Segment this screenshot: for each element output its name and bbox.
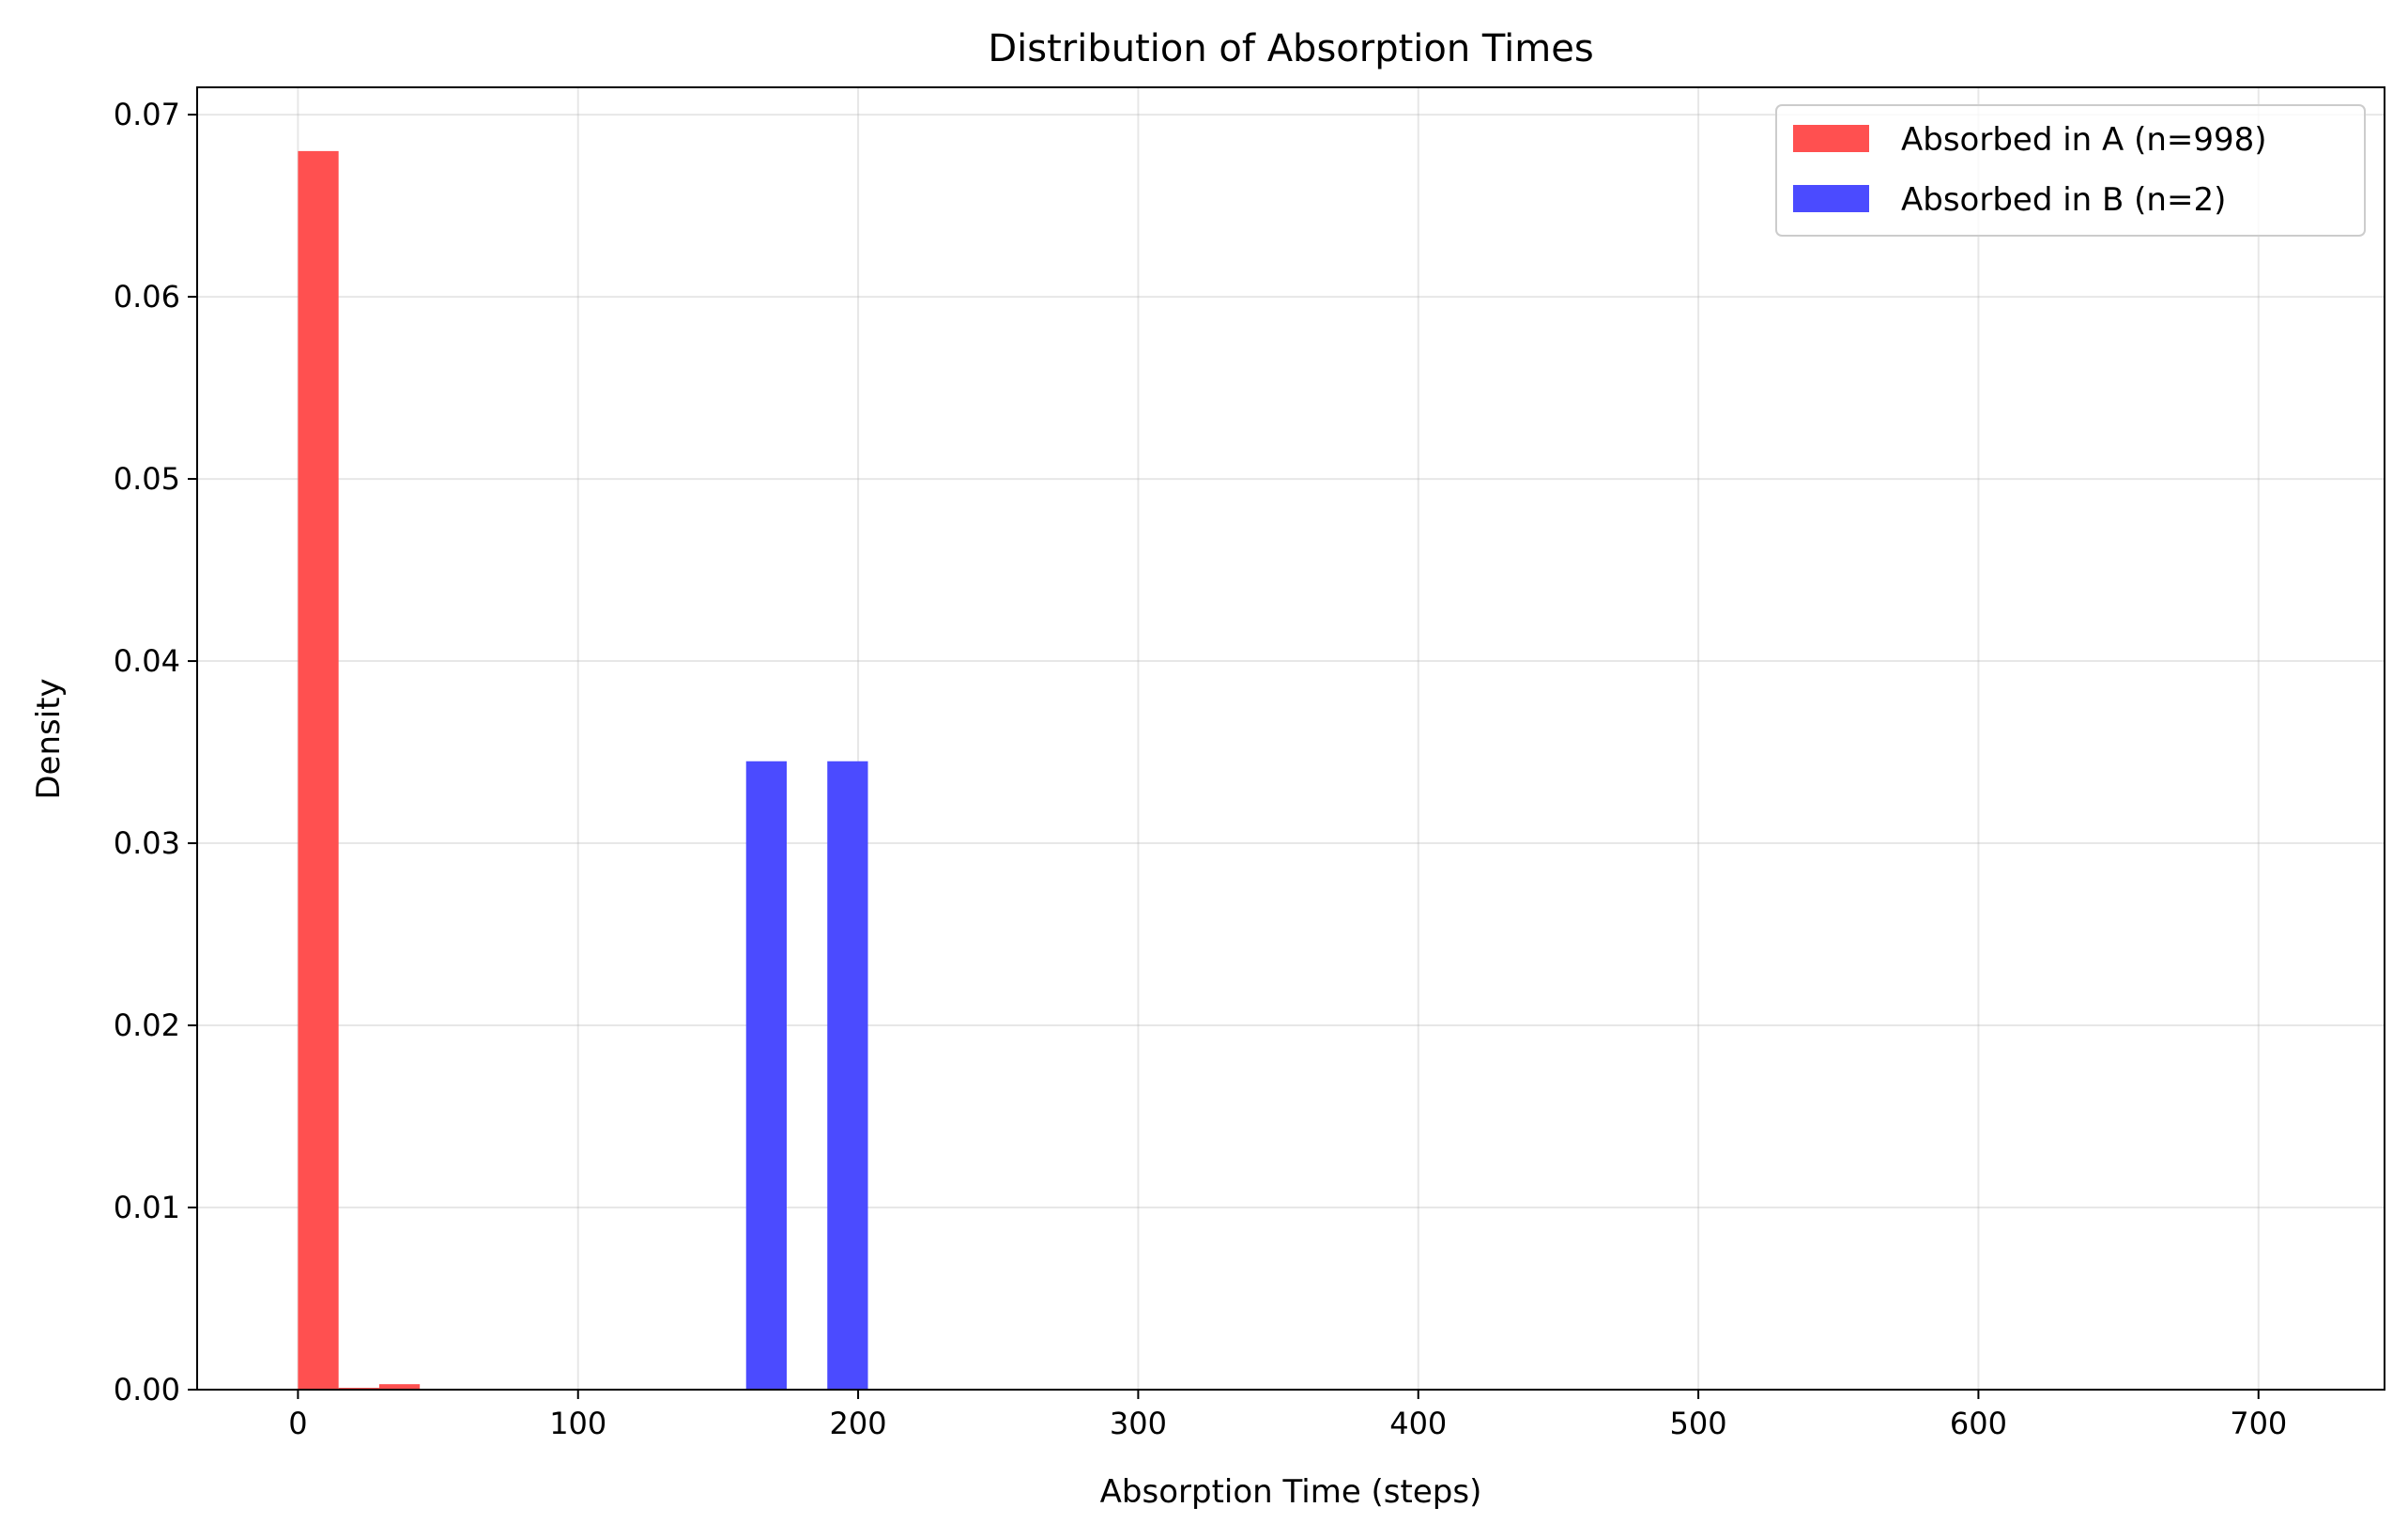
y-tick-label: 0.01	[114, 1190, 180, 1225]
histogram-bar	[745, 761, 787, 1390]
legend-box	[1775, 104, 2366, 237]
x-tick-label: 500	[1670, 1406, 1727, 1441]
x-tick-label: 700	[2230, 1406, 2287, 1441]
y-tick-label: 0.07	[114, 97, 180, 132]
histogram-bar	[378, 1384, 421, 1390]
x-tick-label: 300	[1110, 1406, 1167, 1441]
x-tick-label: 200	[830, 1406, 887, 1441]
y-axis-label: Density	[30, 678, 68, 799]
x-axis-label: Absorption Time (steps)	[1100, 1473, 1482, 1511]
y-tick-label: 0.05	[114, 461, 180, 497]
histogram-bar	[827, 761, 868, 1390]
histogram-bar	[298, 150, 339, 1390]
bars	[298, 150, 868, 1390]
legend-label-b: Absorbed in B (n=2)	[1901, 181, 2226, 219]
legend-swatch-a	[1793, 125, 1869, 152]
y-tick-label: 0.04	[114, 643, 180, 679]
x-tick-label: 600	[1950, 1406, 2007, 1441]
x-tick-label: 100	[549, 1406, 606, 1441]
y-axis: 0.00 0.01 0.02 0.03 0.04 0.05 0.06 0.07	[114, 97, 197, 1407]
legend: Absorbed in A (n=998) Absorbed in B (n=2…	[1775, 104, 2366, 237]
x-tick-label: 0	[288, 1406, 307, 1441]
y-tick-label: 0.06	[114, 279, 180, 315]
chart-title: Distribution of Absorption Times	[988, 27, 1593, 70]
x-tick-label: 400	[1389, 1406, 1447, 1441]
legend-swatch-b	[1793, 185, 1869, 212]
x-axis: 0 100 200 300 400 500 600 700	[288, 1390, 2287, 1441]
y-tick-label: 0.00	[114, 1372, 180, 1407]
legend-label-a: Absorbed in A (n=998)	[1901, 121, 2267, 159]
y-tick-label: 0.03	[114, 825, 180, 861]
y-tick-label: 0.02	[114, 1007, 180, 1043]
plot-frame	[196, 86, 2385, 1391]
